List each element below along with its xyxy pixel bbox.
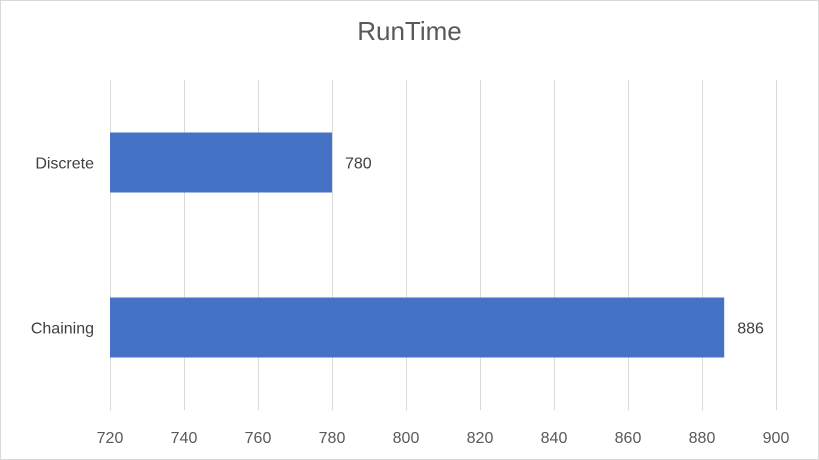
x-tick-label: 820 (467, 430, 494, 447)
bar (110, 297, 725, 358)
x-tick-label: 780 (319, 430, 346, 447)
category-label: Chaining (31, 321, 94, 338)
data-label: 886 (737, 321, 764, 338)
category-label: Discrete (35, 156, 94, 173)
x-tick-label: 880 (689, 430, 716, 447)
x-tick-label: 800 (393, 430, 420, 447)
x-tick-label: 720 (97, 430, 124, 447)
bar (110, 132, 332, 193)
x-tick-label: 900 (763, 430, 790, 447)
data-label: 780 (345, 156, 372, 173)
x-tick-label: 760 (245, 430, 272, 447)
x-tick-label: 860 (615, 430, 642, 447)
x-tick-label: 840 (541, 430, 568, 447)
chart-title: RunTime (357, 16, 462, 46)
x-tick-label: 740 (171, 430, 198, 447)
